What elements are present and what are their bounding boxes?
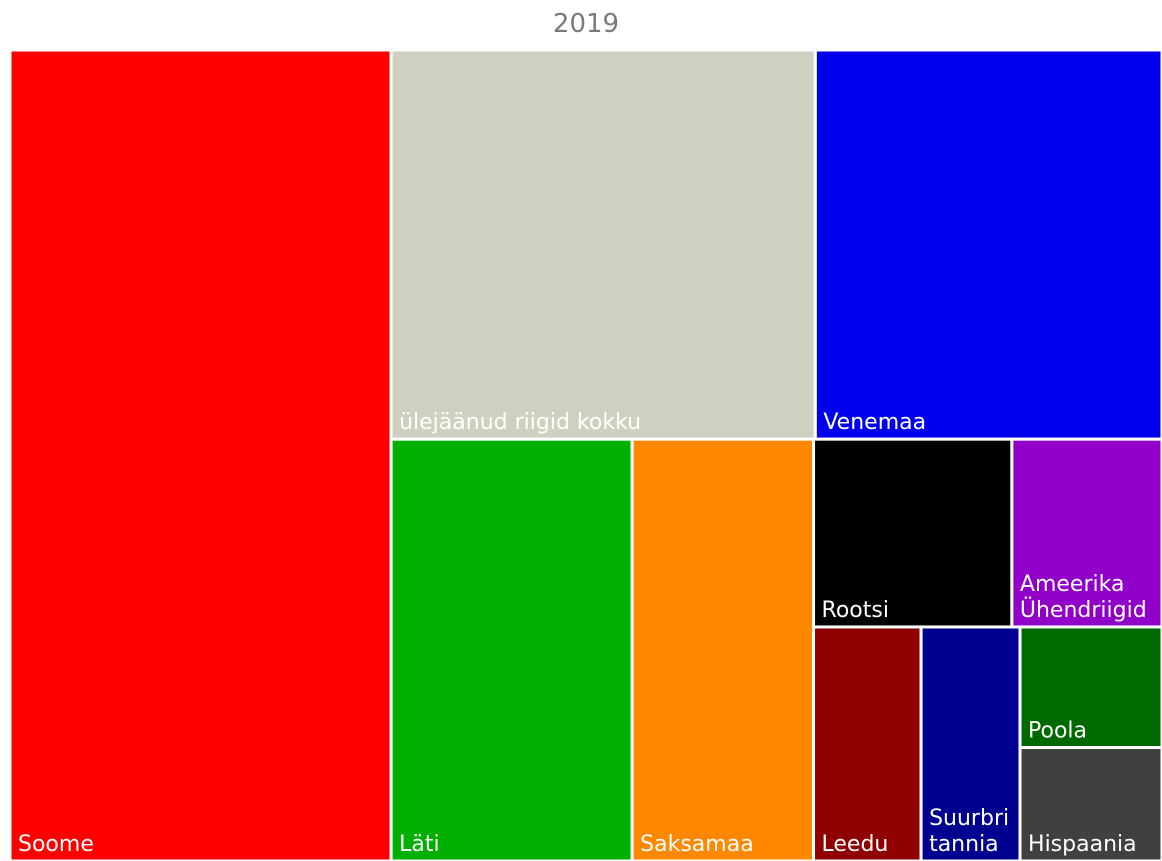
tile-label: Rootsi [822, 598, 889, 623]
tile-label: Poola [1028, 719, 1087, 744]
tile-label: Venemaa [823, 410, 926, 435]
chart-title: 2019 [553, 9, 619, 39]
tile [389, 48, 817, 441]
tile-label: Soome [18, 832, 94, 857]
tile [813, 48, 1162, 441]
tile [812, 625, 923, 861]
tile [389, 437, 634, 861]
tile-label: ülejäänud riigid kokku [399, 410, 641, 435]
tile [1010, 437, 1162, 629]
tile [8, 48, 393, 861]
tile [812, 437, 1014, 629]
tile-label: Saksamaa [640, 832, 754, 857]
tile-label: Hispaania [1028, 832, 1137, 857]
tile-label: Leedu [822, 832, 889, 857]
tile [919, 625, 1022, 861]
tile-label: Suurbri tannia [929, 806, 1009, 857]
tile [630, 437, 816, 861]
tile-label: Läti [399, 832, 439, 857]
tile-label: Ameerika Ühendriigid [1020, 572, 1147, 623]
